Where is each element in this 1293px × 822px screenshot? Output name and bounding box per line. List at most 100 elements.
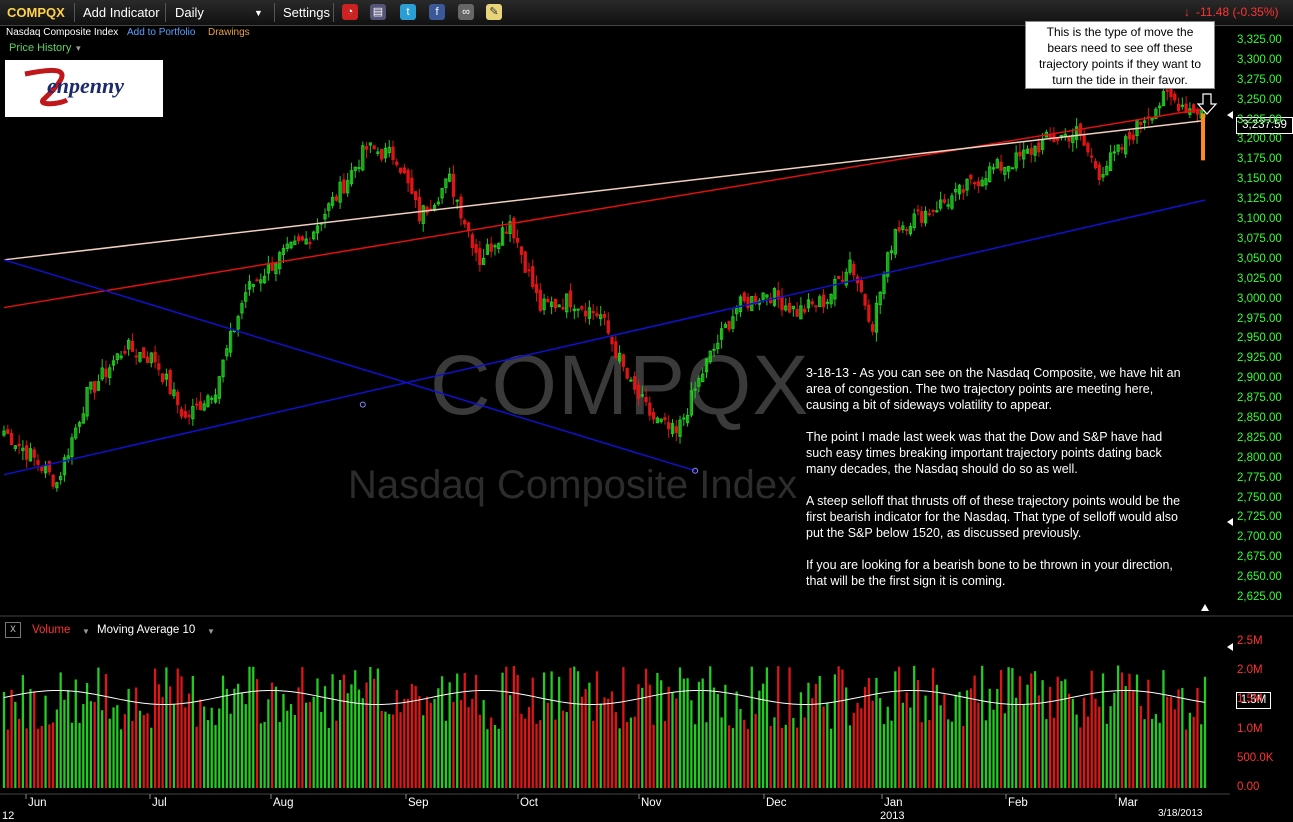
volume-bar [51,722,55,788]
volume-bar [497,728,500,788]
candle-body [712,348,716,351]
candle-body [259,279,263,284]
twitter-icon[interactable]: t [400,4,416,20]
facebook-icon[interactable]: f [429,4,445,20]
volume-bar [746,729,750,788]
candle-body [285,243,289,249]
volume-bar [342,674,346,788]
candle-body [221,359,225,378]
drawings-link[interactable]: Drawings [208,27,250,38]
alarm-clock-icon[interactable]: ◔ [342,4,358,20]
candle-body [636,384,641,399]
candle-body [980,179,984,187]
symbol-field[interactable]: COMPQX [7,5,65,20]
volume-tick-label: 1.0M [1237,722,1263,735]
volume-bar [191,675,194,788]
candle-body [1112,151,1116,154]
candle-body [395,161,399,166]
candle-body [194,403,199,406]
candle-body [1090,155,1094,158]
candle-body [1006,165,1011,172]
volume-bar [709,666,712,788]
zenpenny-logo: enpenny [5,60,163,117]
volume-bar [1075,714,1078,788]
volume-bar [886,706,889,788]
trend-line [3,107,1206,309]
candle-body [871,324,875,332]
volume-bar [561,710,565,788]
note-icon[interactable]: ✎ [486,4,502,20]
volume-bar [214,725,217,788]
candle-body [772,288,777,306]
add-to-portfolio-link[interactable]: Add to Portfolio [127,27,196,38]
volume-bar [1109,706,1112,788]
volume-bar [1064,679,1067,788]
volume-bar [93,702,96,788]
layers-icon[interactable]: ▤ [370,4,386,20]
price-tick-label: 3,125.00 [1237,193,1282,206]
candle-body [160,373,165,383]
candle-body [179,408,184,417]
volume-bar [871,700,874,788]
add-indicator-button[interactable]: Add Indicator [83,5,160,20]
interval-select[interactable]: Daily [175,5,204,20]
volume-bar [1188,712,1192,788]
candle-body [353,166,357,171]
volume-bar [1196,687,1199,788]
candle-body [704,358,709,373]
volume-bar [14,701,17,788]
toolbar: COMPQX Add Indicator Daily ▼ Settings ◔ … [0,0,1293,26]
price-tick-label: 3,150.00 [1237,173,1282,186]
candle-body [470,234,474,249]
candle-body [274,263,278,274]
settings-button[interactable]: Settings [283,5,330,20]
candle-body [9,432,14,446]
candle-body [923,210,928,224]
candle-body [746,296,750,309]
candle-body [1010,167,1015,170]
candle-body [372,145,376,150]
chevron-down-icon[interactable]: ▼ [207,627,215,636]
candle-body [621,354,626,367]
volume-bar [531,677,534,788]
volume-bar [391,714,395,788]
volume-bar [135,687,138,788]
candle-body [96,381,101,391]
volume-bar [10,689,13,788]
candle-body [991,167,996,170]
candle-body [364,146,369,150]
candle-body [40,466,44,472]
volume-bar [274,686,278,788]
candle-body [776,290,780,300]
candle-body [742,292,746,302]
candle-body [187,414,191,418]
volume-bar [626,721,629,788]
volume-bar [331,674,334,788]
candle-body [806,299,811,309]
volume-bar [894,671,897,788]
candle-body [6,429,10,434]
close-panel-button[interactable]: x [5,622,21,638]
candle-body [927,213,931,216]
volume-bar [890,720,893,788]
price-history-label: Price History [9,42,72,54]
chevron-down-icon[interactable]: ▼ [82,627,90,636]
candle-body [731,316,735,329]
chevron-down-icon[interactable]: ▼ [254,8,263,18]
volume-bar [909,707,912,788]
candle-body [1097,164,1101,181]
candle-body [1037,142,1041,153]
volume-bar [576,671,580,788]
candle-body [93,381,97,393]
volume-bar [301,667,304,788]
price-history-menu[interactable]: Price History ▼ [9,42,82,54]
candle-body [893,229,897,255]
volume-bar [573,666,576,788]
volume-bar [852,712,855,788]
volume-bar [444,720,448,788]
volume-bar [716,694,719,788]
candle-body [293,240,297,246]
binoculars-icon[interactable]: ∞ [458,4,474,20]
volume-bar [690,700,693,788]
volume-bar [712,687,716,788]
